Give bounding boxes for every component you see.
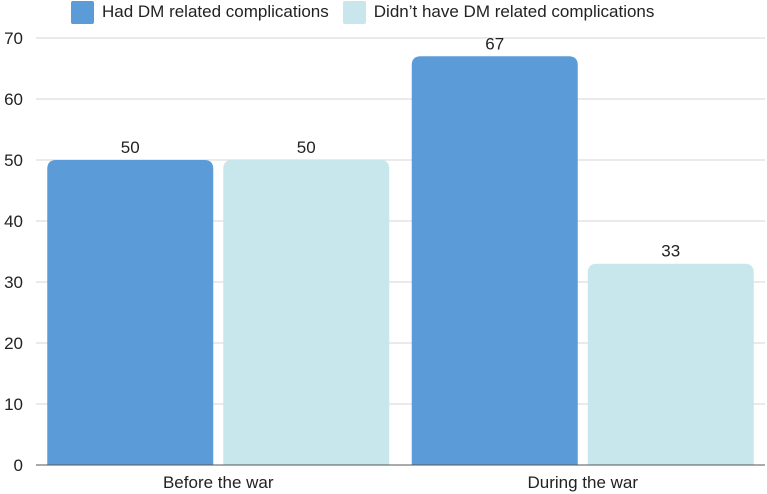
data-label: 50: [297, 138, 316, 157]
x-tick-label: During the war: [527, 473, 638, 492]
bar: [587, 263, 754, 465]
legend-swatch-series-2: [342, 0, 366, 24]
chart-legend: Had DM related complications Didn’t have…: [71, 0, 654, 24]
legend-label-series-2: Didn’t have DM related complications: [373, 2, 655, 21]
legend-item-series-2: Didn’t have DM related complications: [342, 0, 655, 24]
y-tick-label: 10: [4, 395, 23, 414]
y-tick-label: 40: [4, 212, 23, 231]
y-tick-label: 60: [4, 90, 23, 109]
bar: [47, 160, 214, 465]
data-label: 50: [121, 138, 140, 157]
legend-swatch-series-1: [71, 0, 94, 24]
y-tick-label: 0: [14, 456, 23, 475]
legend-label-series-1: Had DM related complications: [102, 2, 329, 21]
legend-item-series-1: Had DM related complications: [71, 0, 329, 24]
data-label: 33: [661, 242, 680, 261]
bar: [223, 160, 390, 465]
x-tick-label: Before the war: [163, 473, 274, 492]
data-label: 67: [485, 34, 504, 53]
y-tick-label: 70: [4, 29, 23, 48]
bar: [411, 56, 578, 466]
y-tick-label: 20: [4, 334, 23, 353]
y-tick-label: 50: [4, 151, 23, 170]
y-tick-label: 30: [4, 273, 23, 292]
